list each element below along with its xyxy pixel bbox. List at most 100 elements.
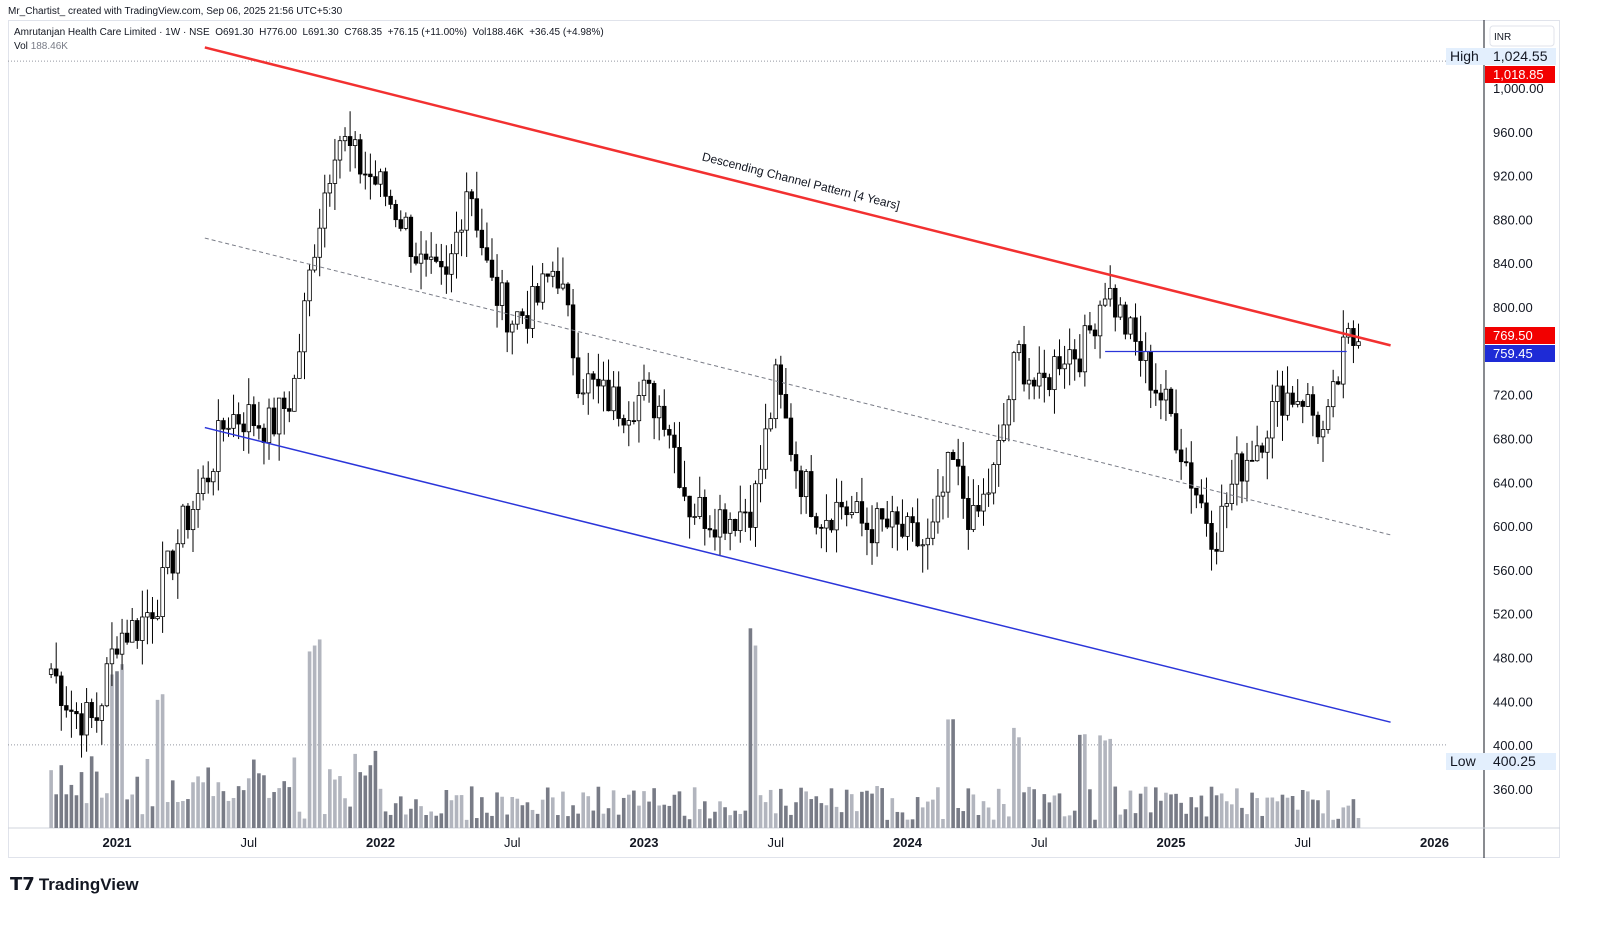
candle[interactable] [342,136,348,142]
candle[interactable] [788,417,794,455]
candle[interactable] [1330,381,1336,408]
candle[interactable] [738,511,743,532]
candle[interactable] [616,386,621,419]
candle[interactable] [130,620,135,643]
candle[interactable] [89,702,94,719]
candle[interactable] [895,511,900,525]
candle[interactable] [180,505,186,545]
candle[interactable] [626,420,631,426]
currency-button[interactable] [1489,25,1555,47]
candle[interactable] [434,256,439,262]
candle[interactable] [575,357,581,395]
candle[interactable] [950,452,956,460]
candle[interactable] [185,505,191,531]
candle[interactable] [504,282,510,333]
candle[interactable] [1072,349,1077,360]
candle[interactable] [1285,392,1290,416]
candle[interactable] [859,501,865,524]
upper-channel-line[interactable] [204,46,1391,347]
candle[interactable] [550,270,555,277]
candle[interactable] [64,705,69,711]
candle[interactable] [256,425,262,429]
candle[interactable] [611,386,616,412]
candle[interactable] [945,452,951,493]
candle[interactable] [874,508,880,544]
candle[interactable] [854,501,860,513]
candle[interactable] [378,171,383,185]
candle[interactable] [226,427,231,430]
candle[interactable] [94,717,99,721]
candle[interactable] [763,428,768,470]
candle[interactable] [231,414,236,429]
candle[interactable] [570,304,576,359]
candle[interactable] [190,509,196,531]
candle[interactable] [961,465,966,499]
candle[interactable] [479,229,485,249]
candle[interactable] [104,663,110,707]
candle[interactable] [1184,461,1189,464]
candle[interactable] [849,512,854,516]
candle[interactable] [1341,336,1346,385]
candle[interactable] [803,471,809,498]
candle[interactable] [140,616,145,641]
candle[interactable] [905,516,910,537]
candle[interactable] [1260,445,1265,453]
candle[interactable] [839,501,844,508]
candle[interactable] [971,505,976,530]
candle[interactable] [1011,352,1017,401]
candle[interactable] [1305,394,1311,407]
candle[interactable] [276,397,282,435]
candle[interactable] [1037,372,1042,387]
candle[interactable] [307,269,312,302]
candle[interactable] [1006,399,1012,426]
candle[interactable] [596,378,601,387]
candle[interactable] [1042,372,1047,379]
candle[interactable] [74,711,79,715]
candle[interactable] [641,379,647,396]
candle[interactable] [955,459,961,467]
candle[interactable] [99,705,104,721]
candle[interactable] [1087,325,1093,331]
candle[interactable] [1077,358,1082,373]
candle[interactable] [84,702,89,736]
candle[interactable] [733,518,738,532]
candle[interactable] [1204,502,1209,524]
candle[interactable] [702,496,708,529]
candle[interactable] [251,404,257,427]
candle[interactable] [935,495,941,523]
candle[interactable] [1148,351,1153,391]
candle[interactable] [819,526,824,529]
candle[interactable] [565,283,571,306]
candle[interactable] [53,668,59,677]
candle[interactable] [520,311,525,316]
candle[interactable] [1163,388,1169,401]
candle[interactable] [266,407,272,443]
candle[interactable] [1123,304,1128,335]
candle[interactable] [692,516,697,518]
candle[interactable] [1234,453,1240,485]
candle[interactable] [211,471,216,483]
candle[interactable] [1118,304,1123,318]
candle[interactable] [261,427,267,443]
candle[interactable] [1047,377,1052,391]
candle[interactable] [312,256,317,271]
candle[interactable] [606,379,611,412]
candle[interactable] [1249,459,1255,462]
candle[interactable] [1062,363,1067,370]
candle[interactable] [920,544,925,547]
candle[interactable] [145,612,150,618]
candle[interactable] [165,550,170,568]
lower-channel-line[interactable] [204,426,1391,723]
candle[interactable] [991,464,996,494]
candle[interactable] [722,509,728,534]
candle[interactable] [150,612,155,620]
candle[interactable] [1346,328,1351,338]
candle[interactable] [413,256,419,264]
candle[interactable] [428,256,434,260]
candle[interactable] [621,418,626,426]
candle[interactable] [798,470,804,498]
candle[interactable] [900,523,905,537]
candle[interactable] [271,407,277,435]
candle[interactable] [1133,317,1138,342]
candle[interactable] [408,216,414,258]
